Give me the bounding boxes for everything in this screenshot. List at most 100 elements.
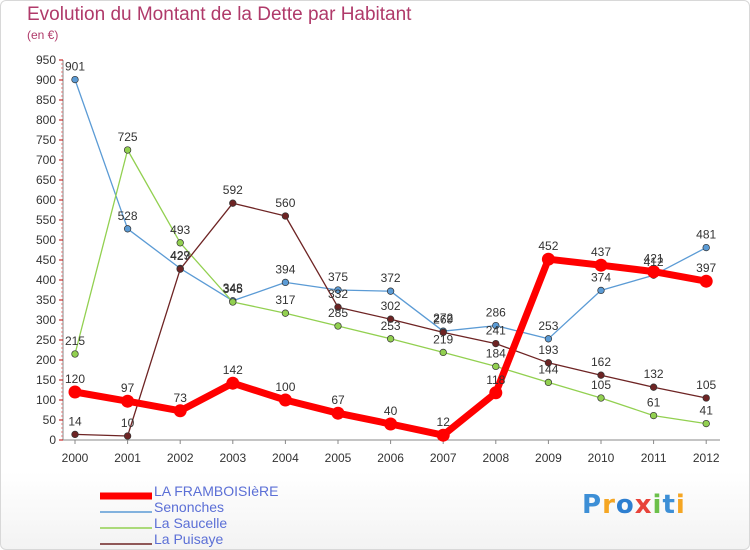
x-tick-label: 2011 bbox=[641, 451, 667, 465]
data-label: 394 bbox=[275, 262, 295, 276]
data-label: 286 bbox=[486, 306, 506, 320]
data-label: 437 bbox=[591, 245, 611, 259]
x-tick-label: 2008 bbox=[482, 451, 509, 465]
data-point bbox=[173, 404, 187, 418]
legend-swatch bbox=[100, 527, 152, 529]
legend-label: La Puisaye bbox=[154, 531, 224, 547]
x-tick-label: 2009 bbox=[535, 451, 562, 465]
unit-label: (en €) bbox=[27, 28, 59, 42]
data-point bbox=[597, 286, 605, 295]
data-point bbox=[649, 411, 658, 420]
data-point bbox=[334, 303, 342, 311]
y-tick-label: 500 bbox=[36, 233, 56, 247]
data-point bbox=[699, 274, 713, 288]
data-label: 105 bbox=[591, 378, 611, 392]
y-tick-label: 200 bbox=[36, 353, 56, 367]
data-point bbox=[702, 419, 710, 428]
data-label: 429 bbox=[170, 248, 190, 262]
y-tick-label: 50 bbox=[43, 413, 57, 427]
data-label: 345 bbox=[223, 282, 243, 296]
legend-swatch bbox=[100, 543, 152, 545]
y-tick-label: 950 bbox=[36, 53, 56, 67]
data-point bbox=[649, 383, 658, 391]
y-tick-label: 350 bbox=[36, 293, 56, 307]
y-tick-label: 150 bbox=[36, 373, 56, 387]
y-tick-label: 400 bbox=[36, 273, 56, 287]
data-point bbox=[229, 298, 237, 306]
data-label: 372 bbox=[381, 271, 401, 285]
y-tick-label: 550 bbox=[36, 213, 56, 227]
data-point bbox=[71, 430, 79, 439]
data-point bbox=[121, 394, 135, 408]
x-tick-label: 2002 bbox=[167, 451, 194, 465]
data-point bbox=[702, 394, 710, 402]
x-tick-label: 2007 bbox=[430, 451, 457, 465]
x-tick-label: 2000 bbox=[62, 451, 89, 465]
data-label: 184 bbox=[486, 346, 506, 360]
y-tick-label: 0 bbox=[49, 433, 56, 447]
data-point bbox=[544, 359, 553, 367]
data-point bbox=[492, 339, 500, 348]
data-point bbox=[439, 328, 447, 337]
data-point bbox=[386, 287, 395, 295]
data-point bbox=[334, 322, 342, 330]
data-point bbox=[544, 378, 553, 387]
data-label: 241 bbox=[486, 324, 506, 338]
logo-letter: t bbox=[662, 490, 676, 520]
data-label: 901 bbox=[65, 60, 85, 74]
chart-title: Evolution du Montant de la Dette par Hab… bbox=[27, 4, 412, 25]
data-point bbox=[386, 315, 395, 323]
data-label: 481 bbox=[696, 228, 716, 242]
data-label: 41 bbox=[700, 404, 714, 418]
data-label: 162 bbox=[591, 355, 611, 369]
data-label: 374 bbox=[591, 270, 611, 284]
legend-label: LA FRAMBOISIèRE bbox=[154, 483, 279, 499]
data-label: 120 bbox=[65, 372, 85, 386]
data-point bbox=[123, 432, 132, 440]
y-tick-label: 900 bbox=[36, 73, 56, 87]
data-label: 348 bbox=[223, 281, 243, 295]
legend-label: Senonches bbox=[154, 499, 225, 515]
data-point bbox=[597, 371, 605, 379]
x-tick-label: 2005 bbox=[325, 451, 352, 465]
y-tick-label: 750 bbox=[36, 133, 56, 147]
proxiti-logo: Proxiti bbox=[582, 490, 686, 520]
data-label: 317 bbox=[275, 293, 295, 307]
data-label: 528 bbox=[118, 209, 138, 223]
data-point bbox=[229, 199, 237, 207]
line-chart: 0 50 100 150 200 250 300 350 400 450 500 550 600 650 7… bbox=[36, 53, 720, 465]
data-label: 105 bbox=[696, 378, 716, 392]
y-tick-label: 800 bbox=[36, 113, 56, 127]
data-point bbox=[281, 212, 290, 220]
logo-letter: i bbox=[652, 490, 663, 520]
data-label: 61 bbox=[647, 396, 661, 410]
y-tick-label: 700 bbox=[36, 153, 56, 167]
data-point bbox=[541, 252, 555, 266]
data-point bbox=[597, 394, 605, 402]
data-label: 132 bbox=[644, 367, 664, 381]
data-label: 118 bbox=[486, 373, 505, 387]
data-label: 14 bbox=[68, 414, 82, 428]
data-point bbox=[544, 335, 553, 343]
data-label: 375 bbox=[328, 270, 348, 284]
y-tick-label: 250 bbox=[36, 333, 56, 347]
data-point bbox=[123, 146, 132, 154]
data-point bbox=[71, 75, 79, 84]
data-label: 40 bbox=[384, 404, 398, 418]
logo-letter: x bbox=[634, 490, 653, 520]
logo-letter: o bbox=[615, 490, 635, 520]
x-tick-label: 2010 bbox=[588, 451, 615, 465]
data-point bbox=[123, 225, 132, 233]
data-label: 302 bbox=[381, 299, 401, 313]
y-tick-label: 100 bbox=[36, 393, 56, 407]
data-label: 285 bbox=[328, 306, 348, 320]
x-tick-label: 2004 bbox=[272, 451, 299, 465]
data-point bbox=[386, 335, 395, 343]
legend-swatch bbox=[100, 492, 152, 500]
data-label: 560 bbox=[275, 196, 295, 210]
data-label: 493 bbox=[170, 223, 190, 237]
data-point bbox=[176, 265, 184, 273]
x-tick-label: 2003 bbox=[219, 451, 246, 465]
data-point bbox=[492, 362, 500, 371]
